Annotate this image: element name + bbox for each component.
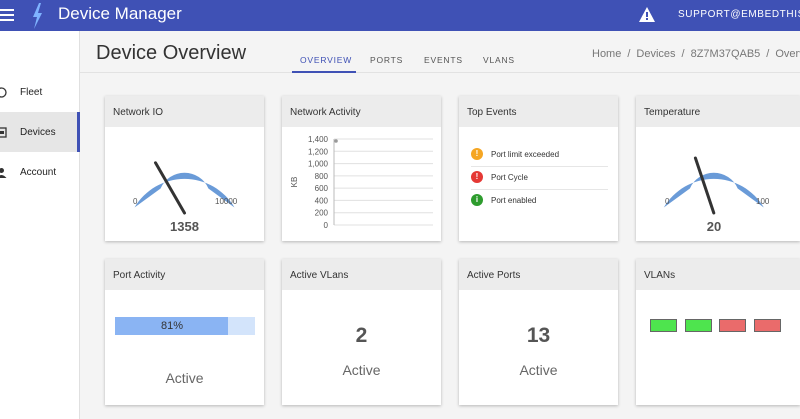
network-activity-chart: 0 200 400 600 800 1,000 1,200 1,400 KB (290, 135, 433, 230)
gauge-min-label: 0 (133, 197, 138, 206)
sidebar-item-label: Account (20, 166, 57, 178)
gauge-value: 1358 (170, 219, 199, 234)
sidebar-item-label: Devices (20, 126, 56, 138)
lightning-logo-icon (33, 3, 42, 29)
y-tick-label: 1,000 (308, 160, 329, 169)
progress-fill (115, 317, 229, 335)
gauge-arc (663, 172, 764, 208)
vlan-status-box[interactable] (719, 319, 746, 332)
gauge-needle (154, 161, 186, 215)
y-tick-label: 1,400 (308, 135, 329, 144)
card-title: Temperature (636, 96, 800, 127)
data-point (334, 139, 338, 143)
breadcrumb-devices[interactable]: Devices (636, 48, 676, 60)
y-tick-label: 600 (315, 184, 329, 193)
top-events-card: Top Events ! Port limit exceeded ! Port … (459, 96, 618, 241)
gauge-min-label: 0 (665, 197, 670, 206)
y-tick-label: 400 (315, 196, 329, 205)
gauge-value: 20 (706, 219, 722, 234)
app-bar: Device Manager SUPPORT@EMBEDTHIS.COM (0, 0, 800, 31)
event-label: Port Cycle (491, 173, 528, 182)
info-icon: i (471, 194, 483, 206)
sidebar: Fleet Devices Account (0, 31, 80, 419)
count-value: 13 (526, 324, 551, 347)
card-title: Port Activity (105, 259, 264, 290)
temperature-gauge (663, 156, 764, 215)
page-header: Device Overview OVERVIEW PORTS EVENTS VL… (80, 31, 800, 73)
vlan-status-box[interactable] (754, 319, 781, 332)
gauge-max-label: 100 (756, 197, 770, 206)
tab-overview[interactable]: OVERVIEW (300, 55, 353, 65)
active-ports-card: Active Ports 13 Active (459, 259, 618, 405)
network-io-card: Network IO 0 10000 1358 (105, 96, 264, 241)
status-label: Active (342, 362, 381, 378)
gauge-max-label: 10000 (215, 197, 238, 206)
vlan-status-box[interactable] (650, 319, 677, 332)
page-title: Device Overview (96, 42, 247, 64)
sidebar-item-devices[interactable]: Devices (0, 112, 80, 152)
sidebar-item-label: Fleet (20, 86, 43, 98)
y-tick-label: 0 (324, 221, 329, 230)
support-link[interactable]: SUPPORT@EMBEDTHIS.COM (678, 9, 800, 20)
port-activity-progress: 81% (115, 317, 255, 335)
card-title: Network IO (105, 96, 264, 127)
gauge-needle (693, 156, 716, 215)
y-tick-label: 1,200 (308, 147, 329, 156)
count-value: 2 (355, 324, 368, 347)
event-row[interactable]: ! Port limit exceeded (471, 145, 608, 167)
progress-label: 81% (160, 320, 184, 332)
sidebar-item-fleet[interactable]: Fleet (0, 72, 80, 112)
status-label: Active (519, 362, 558, 378)
breadcrumb-device-id[interactable]: 8Z7M37QAB5 (690, 48, 761, 60)
event-row[interactable]: i Port enabled (471, 191, 608, 213)
card-title: Active Ports (459, 259, 618, 290)
card-title: VLANs (636, 259, 800, 290)
circle-icon (0, 86, 7, 98)
network-activity-card: Network Activity 0 200 400 600 800 1,000 1,200… (282, 96, 441, 241)
vlans-card: VLANs (636, 259, 800, 405)
y-tick-label: 800 (315, 172, 329, 181)
breadcrumb-home[interactable]: Home (592, 48, 622, 60)
gauge-arc (134, 172, 235, 208)
breadcrumb-current: Overview (775, 48, 800, 60)
tab-vlans[interactable]: VLANS (483, 55, 515, 65)
event-label: Port limit exceeded (491, 150, 560, 159)
person-icon (0, 167, 7, 178)
temperature-card: Temperature 0 100 20 (636, 96, 800, 241)
card-title: Active VLans (282, 259, 441, 290)
warning-icon: ! (471, 148, 483, 160)
device-icon (0, 126, 7, 138)
port-activity-card: Port Activity 81% Active (105, 259, 264, 405)
app-title: Device Manager (58, 4, 182, 23)
active-vlans-card: Active VLans 2 Active (282, 259, 441, 405)
active-tab-indicator (292, 71, 356, 73)
event-row[interactable]: ! Port Cycle (471, 168, 608, 190)
y-axis-label: KB (290, 177, 299, 188)
card-title: Network Activity (282, 96, 441, 127)
card-title: Top Events (459, 96, 618, 127)
warning-icon[interactable] (639, 7, 655, 22)
status-label: Active (165, 370, 204, 386)
network-io-gauge (134, 161, 235, 215)
error-icon: ! (471, 171, 483, 183)
y-tick-label: 200 (315, 209, 329, 218)
breadcrumb: Home/Devices/8Z7M37QAB5/Overview (592, 48, 800, 60)
vlan-status-box[interactable] (685, 319, 712, 332)
tab-ports[interactable]: PORTS (370, 55, 404, 65)
tab-events[interactable]: EVENTS (424, 55, 463, 65)
event-label: Port enabled (491, 196, 537, 205)
sidebar-item-account[interactable]: Account (0, 152, 80, 192)
menu-icon[interactable] (0, 9, 14, 21)
